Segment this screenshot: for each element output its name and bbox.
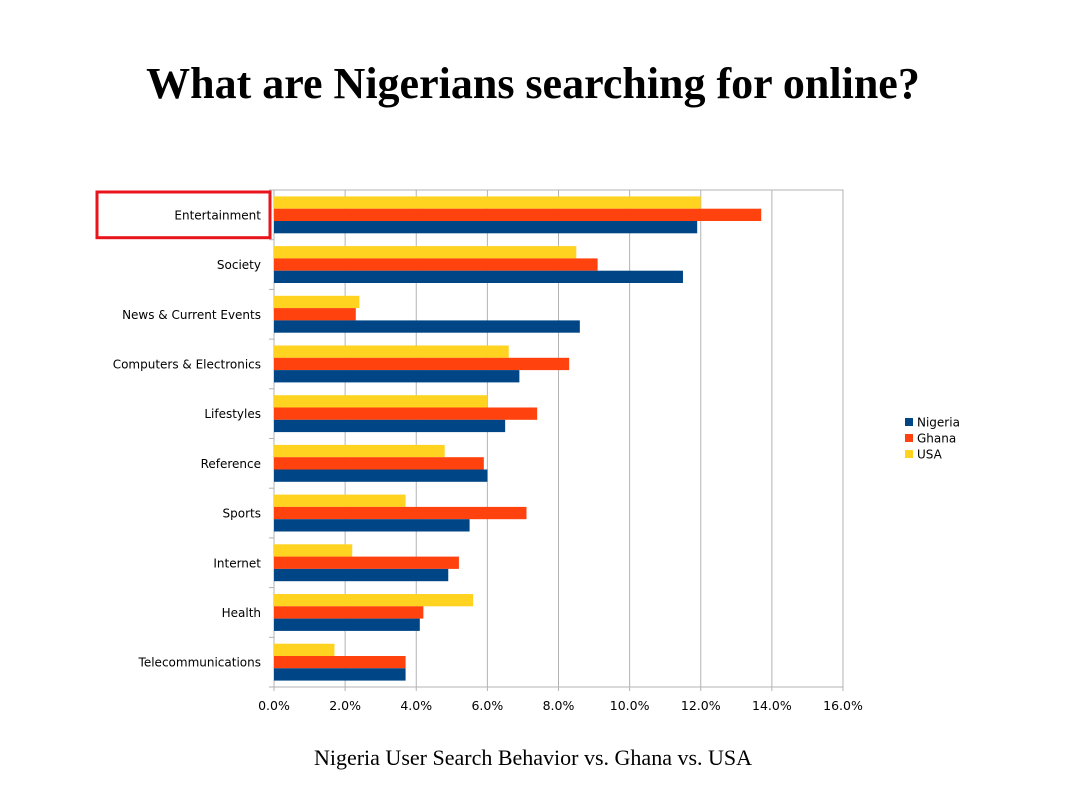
bar-usa (274, 444, 445, 458)
bar-ghana (274, 208, 762, 221)
category-label: Computers & Electronics (113, 357, 261, 371)
x-tick-label: 2.0% (329, 698, 361, 713)
bar-ghana (274, 357, 570, 371)
bar-ghana (274, 556, 459, 569)
category-label: Sports (223, 507, 261, 521)
bar-nigeria (274, 568, 449, 582)
category-label: Internet (213, 556, 261, 570)
bar-nigeria (274, 519, 470, 532)
bar-nigeria (274, 419, 506, 433)
bar-usa (274, 594, 474, 607)
bar-nigeria (274, 618, 420, 631)
bar-usa (274, 544, 353, 557)
bar-usa (274, 246, 577, 259)
category-label: Reference (201, 457, 261, 471)
bar-ghana (274, 407, 538, 420)
x-tick-label: 4.0% (400, 698, 432, 713)
bar-usa (274, 196, 701, 209)
highlight-box (95, 190, 272, 240)
bar-nigeria (274, 469, 488, 482)
category-label: Telecommunications (138, 656, 261, 670)
chart-caption: Nigeria User Search Behavior vs. Ghana v… (313, 745, 753, 770)
bar-ghana (274, 457, 484, 470)
legend-label-ghana: Ghana (917, 432, 956, 446)
slide-title: What are Nigerians searching for online? (146, 59, 920, 108)
category-label: Society (217, 258, 261, 272)
bar-nigeria (274, 320, 580, 333)
bar-usa (274, 345, 509, 358)
legend-swatch-ghana (905, 434, 913, 442)
bar-nigeria (274, 370, 520, 383)
bar-usa (274, 395, 488, 408)
bar-ghana (274, 506, 527, 520)
bar-nigeria (274, 668, 406, 681)
category-label: News & Current Events (122, 308, 261, 322)
legend-swatch-nigeria (905, 418, 913, 426)
bar-ghana (274, 258, 598, 271)
bar-usa (274, 494, 406, 507)
x-tick-label: 16.0% (823, 698, 863, 713)
legend-label-nigeria: Nigeria (917, 416, 960, 430)
bar-nigeria (274, 270, 683, 283)
x-tick-label: 14.0% (752, 698, 792, 713)
bar-usa (274, 295, 360, 309)
bar-ghana (274, 308, 356, 321)
bar-ghana (274, 656, 406, 669)
x-tick-label: 10.0% (610, 698, 650, 713)
legend-label-usa: USA (917, 448, 943, 462)
category-label: Lifestyles (204, 407, 261, 421)
x-tick-label: 12.0% (681, 698, 721, 713)
bar-usa (274, 643, 335, 656)
category-label: Entertainment (174, 208, 261, 222)
bar-nigeria (274, 221, 698, 234)
legend-swatch-usa (905, 450, 913, 458)
x-tick-label: 0.0% (258, 698, 290, 713)
x-tick-label: 6.0% (471, 698, 503, 713)
bar-ghana (274, 606, 424, 619)
category-label: Health (222, 606, 261, 620)
x-tick-label: 8.0% (543, 698, 575, 713)
